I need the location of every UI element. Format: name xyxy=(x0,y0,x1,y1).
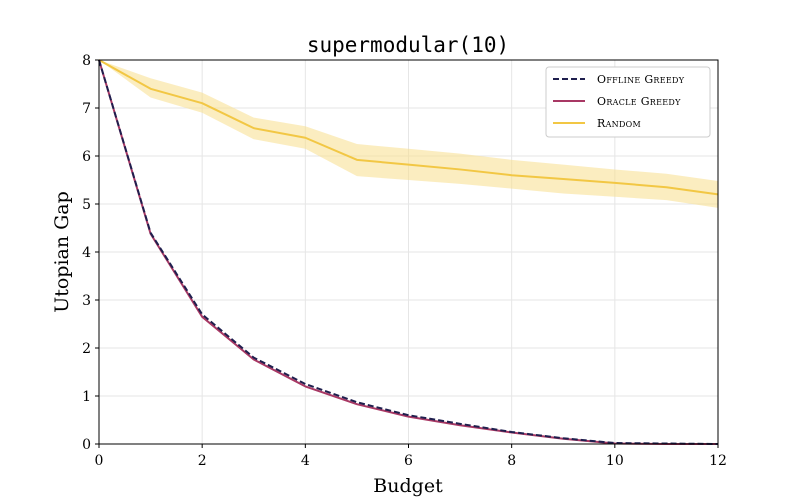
x-axis-label: Budget xyxy=(373,475,443,497)
band-series-2 xyxy=(99,60,718,208)
legend-label-2: Random xyxy=(597,117,641,130)
y-tick-label-7: 7 xyxy=(82,101,91,117)
confidence-bands xyxy=(99,60,718,208)
x-tick-label-6: 12 xyxy=(709,453,727,469)
y-tick-label-4: 4 xyxy=(82,245,91,261)
y-axis-label: Utopian Gap xyxy=(51,191,73,313)
legend-label-0: Offline Greedy xyxy=(597,73,685,86)
x-tick-label-4: 8 xyxy=(507,453,516,469)
legend-label-1: Oracle Greedy xyxy=(597,95,681,108)
y-tick-label-5: 5 xyxy=(82,197,91,213)
x-tick-label-0: 0 xyxy=(95,453,104,469)
y-tick-label-0: 0 xyxy=(82,437,91,453)
y-tick-label-6: 6 xyxy=(82,149,91,165)
legend-box xyxy=(545,66,711,138)
y-tick-label-1: 1 xyxy=(82,389,91,405)
chart-title: supermodular(10) xyxy=(307,33,509,57)
legend: Offline Greedy Oracle Greedy Random xyxy=(545,66,711,138)
y-tick-label-8: 8 xyxy=(82,53,91,69)
y-axis-ticks: 0 1 2 3 4 5 6 7 8 xyxy=(82,53,99,453)
x-tick-label-5: 10 xyxy=(606,453,624,469)
line-series-2 xyxy=(98,59,719,196)
x-tick-label-3: 6 xyxy=(404,453,413,469)
x-tick-label-1: 2 xyxy=(198,453,207,469)
x-tick-label-2: 4 xyxy=(301,453,310,469)
y-tick-label-3: 3 xyxy=(82,293,91,309)
y-tick-label-2: 2 xyxy=(82,341,91,357)
x-axis-ticks: 0 2 4 6 8 10 12 xyxy=(95,444,727,469)
